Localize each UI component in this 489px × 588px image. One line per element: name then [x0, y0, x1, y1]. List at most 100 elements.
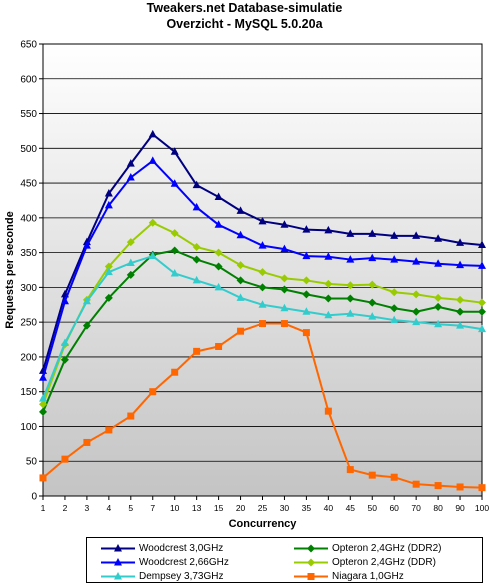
legend-label: Woodcrest 2,66GHz [139, 557, 229, 568]
data-point [412, 317, 421, 326]
chart-subtitle: Overzicht - MySQL 5.0.20a [166, 17, 323, 31]
data-point [170, 229, 179, 238]
data-point [104, 189, 113, 197]
data-point [126, 238, 135, 247]
data-point [60, 355, 69, 364]
series-6 [39, 320, 486, 492]
data-point [39, 407, 47, 416]
data-point [60, 338, 69, 347]
data-point [346, 281, 355, 290]
legend-swatch [101, 544, 135, 552]
y-tick-label: 0 [31, 492, 37, 503]
y-tick-label: 100 [20, 422, 37, 433]
data-point [258, 241, 267, 249]
data-point [434, 259, 443, 267]
data-point [60, 296, 69, 305]
x-tick-label: 7 [150, 503, 155, 513]
x-tick-label: 90 [455, 503, 465, 513]
data-point [148, 218, 157, 227]
data-point [390, 231, 399, 239]
data-point [280, 320, 288, 328]
data-point [412, 257, 421, 265]
data-point [39, 394, 47, 402]
data-point [126, 270, 135, 279]
data-point [456, 321, 465, 329]
series-2 [39, 246, 486, 416]
data-point [104, 293, 113, 302]
x-tick-label: 50 [368, 503, 378, 513]
data-point [236, 276, 245, 285]
data-point [214, 282, 223, 291]
y-tick-label: 350 [20, 248, 37, 259]
data-point [390, 304, 399, 313]
data-point [170, 268, 179, 277]
legend-marker [114, 544, 122, 552]
data-point [104, 267, 113, 276]
data-point [148, 129, 157, 138]
data-point [368, 280, 377, 289]
data-point [105, 426, 113, 434]
x-tick-label: 80 [433, 503, 443, 513]
data-point [478, 484, 486, 492]
data-point [237, 327, 245, 335]
data-point [192, 255, 201, 264]
x-tick-label: 20 [236, 503, 246, 513]
data-point [192, 243, 201, 252]
x-axis-label: Concurrency [229, 518, 298, 530]
y-tick-label: 200 [20, 352, 37, 363]
data-point [346, 309, 355, 317]
data-point [170, 179, 179, 187]
data-point [171, 368, 179, 376]
x-tick-label: 60 [389, 503, 399, 513]
data-point [214, 262, 223, 271]
y-tick-label: 400 [20, 213, 37, 224]
data-point [39, 373, 47, 381]
data-point [259, 320, 266, 328]
x-tick-label: 3 [85, 503, 90, 513]
data-point [346, 466, 354, 474]
data-point [39, 400, 47, 409]
data-point [434, 319, 443, 328]
data-point [434, 293, 443, 302]
data-point [390, 255, 399, 263]
data-point [346, 294, 355, 303]
data-point [280, 285, 289, 294]
data-point [456, 260, 465, 269]
x-tick-label: 45 [346, 503, 356, 513]
legend-marker [307, 558, 315, 567]
data-point [280, 303, 289, 312]
data-point [478, 240, 486, 248]
series-1 [39, 129, 486, 374]
data-point [39, 474, 47, 482]
data-point [390, 315, 399, 324]
data-point [127, 412, 135, 420]
data-point [412, 290, 421, 299]
data-point [434, 482, 442, 490]
data-point [126, 173, 135, 181]
x-tick-label: 15 [214, 503, 224, 513]
y-tick-label: 650 [20, 40, 37, 51]
legend-marker [307, 573, 315, 580]
data-point [302, 329, 310, 337]
data-point [302, 290, 311, 299]
legend-swatch [294, 558, 328, 567]
data-point [192, 275, 201, 284]
legend-swatch [294, 573, 328, 580]
data-point [302, 307, 311, 315]
data-point [302, 225, 311, 233]
y-tick-label: 150 [20, 387, 37, 398]
chart-title: Tweakers.net Database-simulatie [146, 1, 343, 15]
data-point [456, 307, 465, 316]
data-point [170, 147, 179, 155]
data-point [346, 255, 355, 263]
x-tick-label: 25 [258, 503, 268, 513]
data-point [412, 231, 421, 239]
legend-marker [114, 558, 122, 566]
data-point [324, 310, 333, 319]
legend-swatch [294, 544, 328, 553]
legend-label: Woodcrest 3,0GHz [139, 543, 224, 554]
data-point [478, 261, 486, 269]
legend-swatch [101, 572, 135, 580]
